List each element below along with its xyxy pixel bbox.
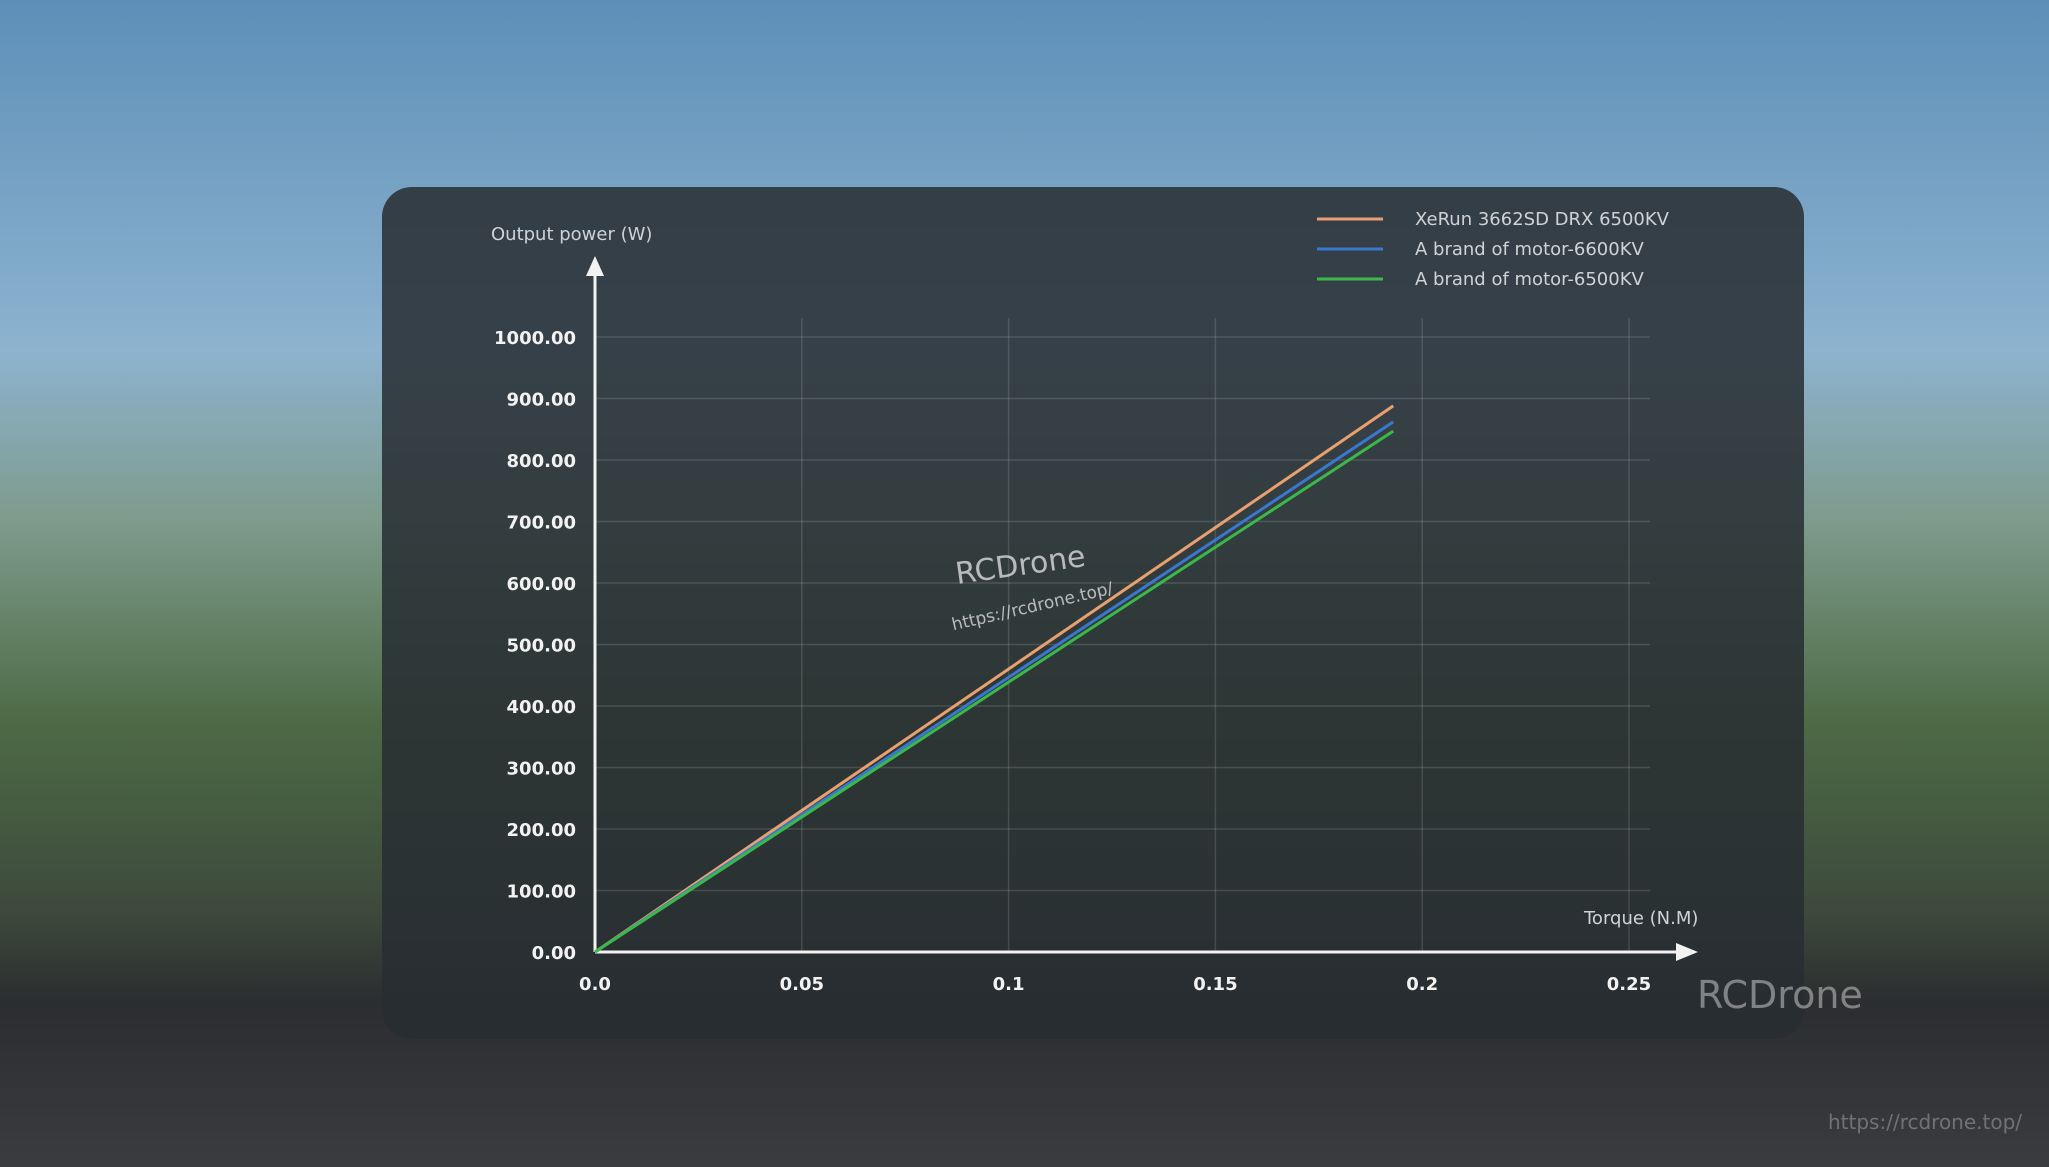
y-tick-label: 200.00 [507,820,576,841]
series-line-2 [594,429,1395,954]
watermark-url-corner: https://rcdrone.top/ [1828,1110,2023,1134]
x-tick-label: 0.15 [1193,974,1237,995]
legend-label: XeRun 3662SD DRX 6500KV [1415,209,1670,230]
x-tick-label: 0.2 [1406,974,1438,995]
legend-label: A brand of motor-6600KV [1415,239,1644,260]
x-tick-label: 0.25 [1607,974,1651,995]
x-tick-label: 0.0 [579,974,611,995]
x-tick-label: 0.1 [993,974,1025,995]
series-line-0 [594,404,1395,954]
y-tick-label: 800.00 [507,451,576,472]
y-tick-label: 300.00 [507,759,576,780]
y-tick-label: 600.00 [507,574,576,595]
y-tick-label: 1000.00 [494,328,576,349]
y-tick-label: 900.00 [507,390,576,411]
x-tick-label: 0.05 [780,974,824,995]
y-axis-label: Output power (W) [491,224,652,245]
y-tick-label: 400.00 [507,697,576,718]
y-tick-label: 100.00 [507,882,576,903]
x-axis-label: Torque (N.M) [1583,908,1698,929]
y-tick-label: 0.00 [532,943,576,964]
y-tick-label: 500.00 [507,636,576,657]
legend-label: A brand of motor-6500KV [1415,269,1644,290]
x-axis-arrow-icon [1676,943,1698,961]
watermark-brand-corner: RCDrone [1697,973,1863,1017]
y-axis-arrow-icon [586,256,604,276]
y-tick-label: 700.00 [507,513,576,534]
